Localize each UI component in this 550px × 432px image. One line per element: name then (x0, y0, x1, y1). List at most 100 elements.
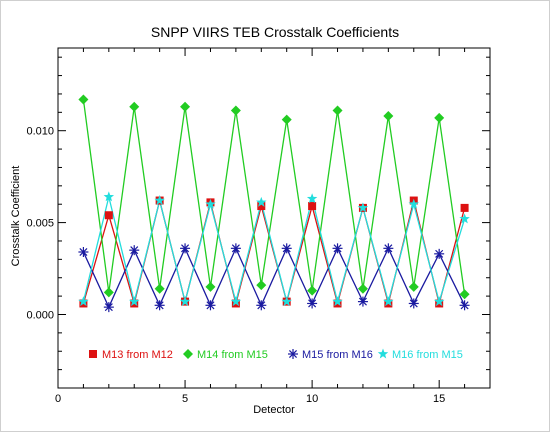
x-axis-label: Detector (253, 404, 295, 416)
diamond-marker-shape (154, 283, 165, 294)
y-axis-label: Crosstalk Coefficient (10, 166, 22, 267)
diamond-marker-shape (357, 283, 368, 294)
legend-item-m14-from-m15: M14 from M15 (183, 349, 268, 361)
star-marker-shape (256, 196, 267, 207)
data-point-m15-from-m16 (332, 243, 343, 254)
y-tick-label: 0.005 (26, 218, 54, 230)
legend-label: M14 from M15 (197, 349, 268, 361)
data-point-m16-from-m15 (408, 198, 419, 209)
star-marker-shape (433, 296, 445, 307)
data-point-m13-from-m12 (460, 203, 469, 212)
legend-item-m16-from-m15: M16 from M15 (377, 348, 463, 361)
data-point-m15-from-m16 (154, 300, 165, 311)
chart-title: SNPP VIIRS TEB Crosstalk Coefficients (151, 24, 399, 40)
data-point-m15-from-m16 (129, 245, 140, 256)
diamond-marker-shape (281, 114, 292, 125)
diamond-marker-shape (78, 94, 89, 105)
data-point-m15-from-m16 (459, 300, 470, 311)
data-point-m14-from-m15 (230, 105, 241, 116)
diamond-marker-shape (183, 349, 193, 359)
data-point-m16-from-m15 (281, 296, 292, 307)
diamond-marker-shape (434, 112, 445, 123)
data-point-m14-from-m15 (154, 283, 165, 294)
star-marker-shape (306, 193, 318, 204)
data-point-m14-from-m15 (103, 287, 114, 298)
data-point-m15-from-m16 (383, 243, 394, 254)
data-point-m14-from-m15 (180, 101, 191, 112)
square-marker-shape (104, 211, 113, 220)
data-point-m13-from-m12 (257, 202, 266, 211)
legend-label: M13 from M12 (102, 349, 173, 361)
data-point-m14-from-m15 (129, 101, 140, 112)
data-point-m16-from-m15 (332, 296, 343, 307)
diamond-marker-shape (129, 101, 140, 112)
data-point-m16-from-m15 (154, 195, 165, 205)
data-point-m14-from-m15 (459, 289, 470, 300)
diamond-marker-shape (332, 105, 343, 116)
x-tick-label: 10 (306, 393, 318, 405)
star-marker-shape (179, 296, 191, 307)
data-point-m13-from-m12 (104, 211, 113, 220)
series-line-m16-from-m15 (82, 196, 466, 305)
square-marker-shape (308, 202, 317, 211)
legend-marker (89, 350, 97, 358)
x-tick-label: 5 (182, 393, 188, 405)
data-point-m16-from-m15 (383, 296, 394, 307)
legend-marker (377, 348, 389, 359)
data-point-m14-from-m15 (78, 94, 89, 105)
diamond-marker-shape (256, 280, 267, 291)
diamond-marker-shape (459, 289, 470, 300)
legend-marker (288, 349, 298, 359)
diamond-marker-shape (383, 111, 394, 121)
data-point-m16-from-m15 (459, 213, 470, 224)
data-point-m14-from-m15 (307, 285, 318, 296)
series-markers (78, 94, 470, 313)
star-marker-shape (281, 296, 292, 307)
data-point-m15-from-m16 (434, 248, 445, 259)
star-marker-shape (103, 191, 115, 202)
diamond-marker-shape (180, 101, 191, 112)
data-point-m15-from-m16 (230, 243, 241, 254)
data-point-m16-from-m15 (433, 296, 445, 307)
data-point-m15-from-m16 (205, 300, 216, 311)
legend-label: M16 from M15 (392, 349, 463, 361)
data-point-m16-from-m15 (306, 193, 318, 204)
star-marker-shape (78, 296, 89, 307)
series-line-m14-from-m15 (82, 99, 466, 295)
data-point-m15-from-m16 (78, 247, 89, 257)
y-tick-label: 0.000 (26, 309, 54, 321)
axis-ticks: 0 5 10 15 0.000 0.005 0.010 (26, 48, 491, 405)
star-marker-shape (383, 296, 394, 307)
data-point-m16-from-m15 (205, 198, 216, 209)
data-point-m15-from-m16 (103, 302, 114, 313)
data-point-m14-from-m15 (383, 111, 394, 121)
data-point-m16-from-m15 (78, 296, 89, 307)
data-point-m14-from-m15 (256, 280, 267, 291)
star-marker-shape (332, 296, 343, 307)
star-marker-shape (377, 348, 389, 359)
data-point-m16-from-m15 (179, 296, 191, 307)
x-tick-label: 15 (433, 393, 445, 405)
data-point-m13-from-m12 (308, 202, 317, 211)
data-point-m15-from-m16 (408, 298, 419, 309)
square-marker-shape (460, 203, 469, 212)
diamond-marker-shape (408, 281, 419, 292)
data-point-m15-from-m16 (180, 243, 191, 254)
data-point-m15-from-m16 (357, 296, 368, 307)
diamond-marker-shape (307, 285, 318, 296)
legend-marker (183, 349, 193, 359)
data-point-m15-from-m16 (281, 243, 292, 254)
legend-item-m15-from-m16: M15 from M16 (288, 349, 373, 361)
legend-item-m13-from-m12: M13 from M12 (89, 349, 173, 361)
data-point-m14-from-m15 (408, 281, 419, 292)
star-marker-shape (357, 202, 369, 213)
square-marker-shape (89, 350, 97, 358)
plot-area (57, 47, 491, 389)
data-point-m16-from-m15 (129, 296, 140, 307)
diamond-marker-shape (205, 281, 216, 292)
diamond-marker-shape (103, 287, 114, 298)
data-point-m15-from-m16 (307, 298, 318, 309)
data-point-m14-from-m15 (332, 105, 343, 116)
data-point-m16-from-m15 (103, 191, 115, 202)
square-marker-shape (257, 202, 266, 211)
